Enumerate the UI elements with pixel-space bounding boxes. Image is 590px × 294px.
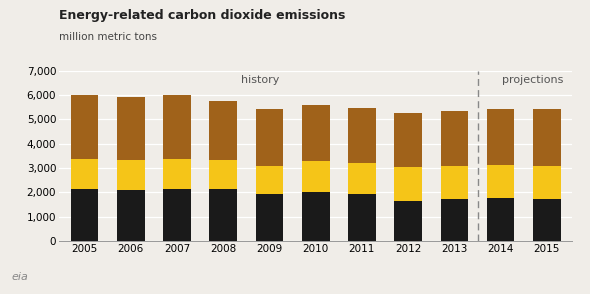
Bar xyxy=(209,101,237,160)
Bar xyxy=(487,108,514,165)
Bar xyxy=(163,159,191,189)
Bar xyxy=(163,189,191,241)
Bar xyxy=(255,166,283,194)
Bar xyxy=(209,189,237,241)
Bar xyxy=(394,201,422,241)
Text: history: history xyxy=(241,75,279,85)
Bar xyxy=(348,163,376,193)
Bar xyxy=(441,111,468,166)
Bar xyxy=(117,190,145,241)
Bar xyxy=(71,95,99,159)
Bar xyxy=(163,95,191,159)
Text: projections: projections xyxy=(502,75,563,85)
Text: eia: eia xyxy=(12,272,29,282)
Bar xyxy=(441,166,468,199)
Bar xyxy=(117,161,145,190)
Bar xyxy=(255,108,283,166)
Bar xyxy=(487,198,514,241)
Bar xyxy=(71,189,99,241)
Text: million metric tons: million metric tons xyxy=(59,32,157,42)
Bar xyxy=(533,166,560,199)
Bar xyxy=(441,199,468,241)
Bar xyxy=(487,165,514,198)
Bar xyxy=(301,161,330,192)
Bar xyxy=(394,113,422,167)
Bar xyxy=(533,199,560,241)
Bar xyxy=(255,194,283,241)
Bar xyxy=(348,193,376,241)
Text: Energy-related carbon dioxide emissions: Energy-related carbon dioxide emissions xyxy=(59,9,345,22)
Bar xyxy=(394,167,422,201)
Bar xyxy=(348,108,376,163)
Bar xyxy=(71,159,99,189)
Bar xyxy=(301,192,330,241)
Bar xyxy=(301,105,330,161)
Bar xyxy=(209,160,237,189)
Bar xyxy=(533,108,560,166)
Bar xyxy=(117,97,145,161)
